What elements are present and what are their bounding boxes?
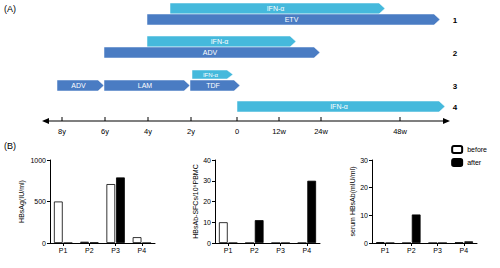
- svg-text:30: 30: [203, 177, 211, 184]
- svg-text:ADV: ADV: [71, 82, 86, 89]
- svg-text:before: before: [467, 146, 487, 153]
- svg-text:1000: 1000: [30, 157, 46, 164]
- svg-text:IFN-α: IFN-α: [330, 103, 348, 110]
- svg-text:LAM: LAM: [138, 82, 153, 89]
- svg-text:40: 40: [203, 157, 211, 164]
- svg-text:20: 20: [203, 198, 211, 205]
- svg-text:serum HBsAb(mIU/ml): serum HBsAb(mIU/ml): [349, 166, 357, 236]
- svg-text:P4: P4: [303, 247, 312, 254]
- svg-text:P2: P2: [407, 247, 416, 254]
- svg-text:0: 0: [42, 240, 46, 247]
- svg-text:24w: 24w: [314, 127, 328, 136]
- svg-text:4: 4: [453, 103, 458, 112]
- svg-text:P1: P1: [224, 247, 233, 254]
- svg-text:3: 3: [453, 82, 458, 91]
- svg-text:10: 10: [203, 219, 211, 226]
- svg-text:HBsAb-SFCs/10⁶PBMC: HBsAb-SFCs/10⁶PBMC: [192, 164, 199, 238]
- svg-text:1: 1: [453, 16, 458, 25]
- svg-text:0: 0: [207, 240, 211, 247]
- svg-text:0: 0: [364, 240, 368, 247]
- svg-text:20: 20: [360, 184, 368, 191]
- svg-text:P3: P3: [433, 247, 442, 254]
- svg-text:4y: 4y: [144, 127, 152, 136]
- svg-text:ETV: ETV: [285, 16, 299, 23]
- svg-text:P4: P4: [460, 247, 469, 254]
- svg-text:500: 500: [34, 198, 46, 205]
- svg-text:6y: 6y: [101, 127, 109, 136]
- svg-text:12w: 12w: [272, 127, 286, 136]
- svg-text:P1: P1: [381, 247, 390, 254]
- svg-text:IFN-α: IFN-α: [267, 5, 285, 12]
- svg-text:10: 10: [360, 212, 368, 219]
- svg-text:P3: P3: [276, 247, 285, 254]
- svg-text:P1: P1: [59, 247, 68, 254]
- svg-text:30: 30: [360, 157, 368, 164]
- svg-text:P3: P3: [111, 247, 120, 254]
- svg-text:P4: P4: [138, 247, 147, 254]
- svg-text:2y: 2y: [187, 127, 195, 136]
- svg-text:48w: 48w: [393, 127, 407, 136]
- svg-text:0: 0: [235, 127, 239, 136]
- svg-text:IFN-α: IFN-α: [211, 38, 229, 45]
- svg-text:8y: 8y: [58, 127, 66, 136]
- svg-text:after: after: [467, 159, 482, 166]
- svg-text:2: 2: [453, 49, 458, 58]
- svg-text:(B): (B): [4, 141, 16, 151]
- svg-text:P2: P2: [85, 247, 94, 254]
- svg-text:TDF: TDF: [206, 82, 220, 89]
- svg-text:HBsAg(IU/ml): HBsAg(IU/ml): [18, 180, 26, 223]
- svg-text:ADV: ADV: [203, 49, 218, 56]
- svg-text:(A): (A): [4, 4, 16, 14]
- svg-text:IFN-α: IFN-α: [203, 72, 219, 78]
- svg-text:P2: P2: [250, 247, 259, 254]
